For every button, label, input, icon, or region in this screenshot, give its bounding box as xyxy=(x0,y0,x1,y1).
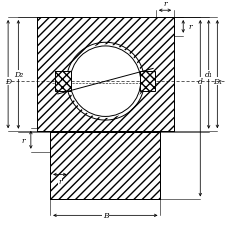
Circle shape xyxy=(69,46,141,118)
Circle shape xyxy=(69,46,141,118)
Text: d: d xyxy=(197,78,202,86)
Bar xyxy=(55,72,71,92)
Text: d₁: d₁ xyxy=(204,71,212,79)
Text: D: D xyxy=(5,78,11,86)
Bar xyxy=(50,132,160,199)
Bar xyxy=(36,18,173,132)
Bar xyxy=(50,132,160,199)
Bar xyxy=(139,72,155,92)
Text: r: r xyxy=(163,0,166,8)
Text: r: r xyxy=(187,23,191,31)
Bar xyxy=(139,72,155,92)
Text: D₂: D₂ xyxy=(14,71,23,79)
Text: r: r xyxy=(21,136,25,144)
Bar xyxy=(36,18,173,132)
Text: B: B xyxy=(102,211,108,219)
Text: r: r xyxy=(58,177,61,185)
Text: D₁: D₁ xyxy=(212,78,221,86)
Bar xyxy=(55,72,71,92)
